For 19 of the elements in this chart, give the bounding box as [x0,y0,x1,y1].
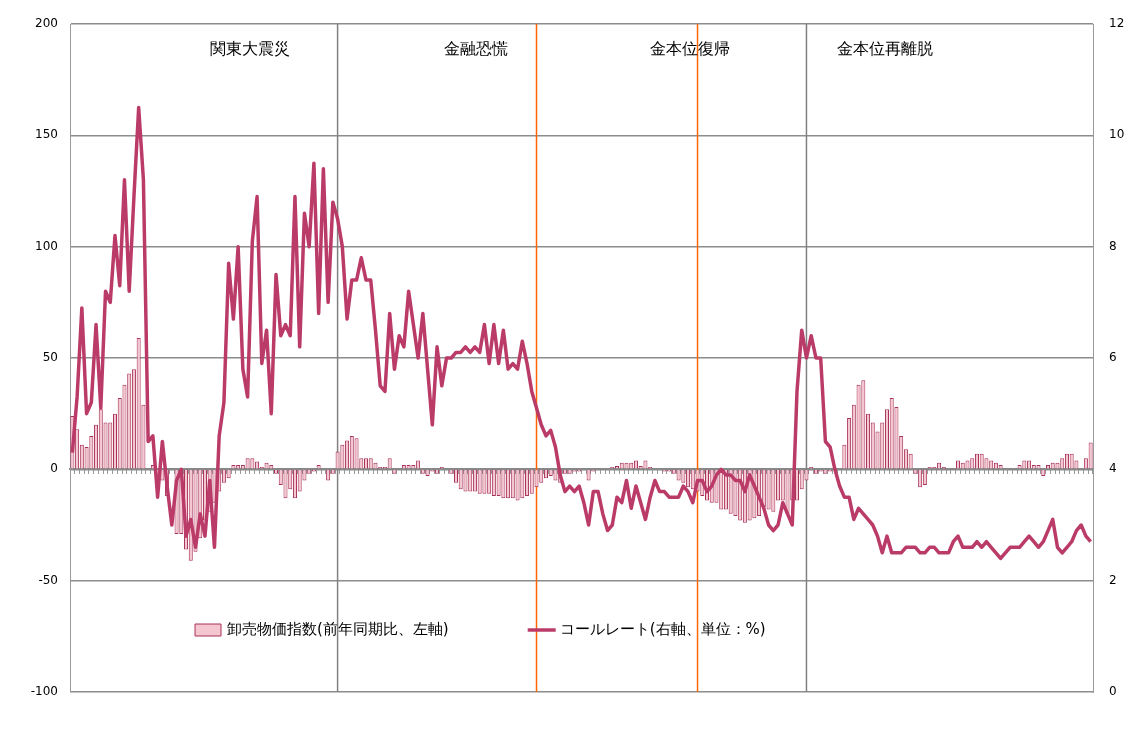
y2-tick-label: 12 [1109,16,1125,31]
y2-tick-label: 2 [1109,572,1117,587]
y-tick-label: -50 [38,572,58,587]
y-tick-label: 0 [50,461,58,476]
annotation: 関東大震災 [210,39,291,59]
annotation: 金本位再離脱 [837,39,934,59]
annotation: 金融恐慌 [444,39,509,59]
y2-tick-label: 0 [1109,684,1117,699]
y2-tick-label: 8 [1109,238,1117,253]
y-tick-label: 50 [42,350,58,365]
y-tick-label: -100 [30,684,58,699]
y-tick-label: 150 [35,127,58,142]
y-tick-label: 200 [35,16,58,31]
legend-label: コールレート(右軸、単位：%) [559,619,766,638]
y2-tick-label: 6 [1109,350,1117,365]
y-tick-label: 100 [35,238,58,253]
legend-label: 卸売物価指数(前年同期比、左軸) [227,619,449,638]
y2-tick-label: 10 [1109,127,1125,142]
y2-tick-label: 4 [1109,461,1117,476]
